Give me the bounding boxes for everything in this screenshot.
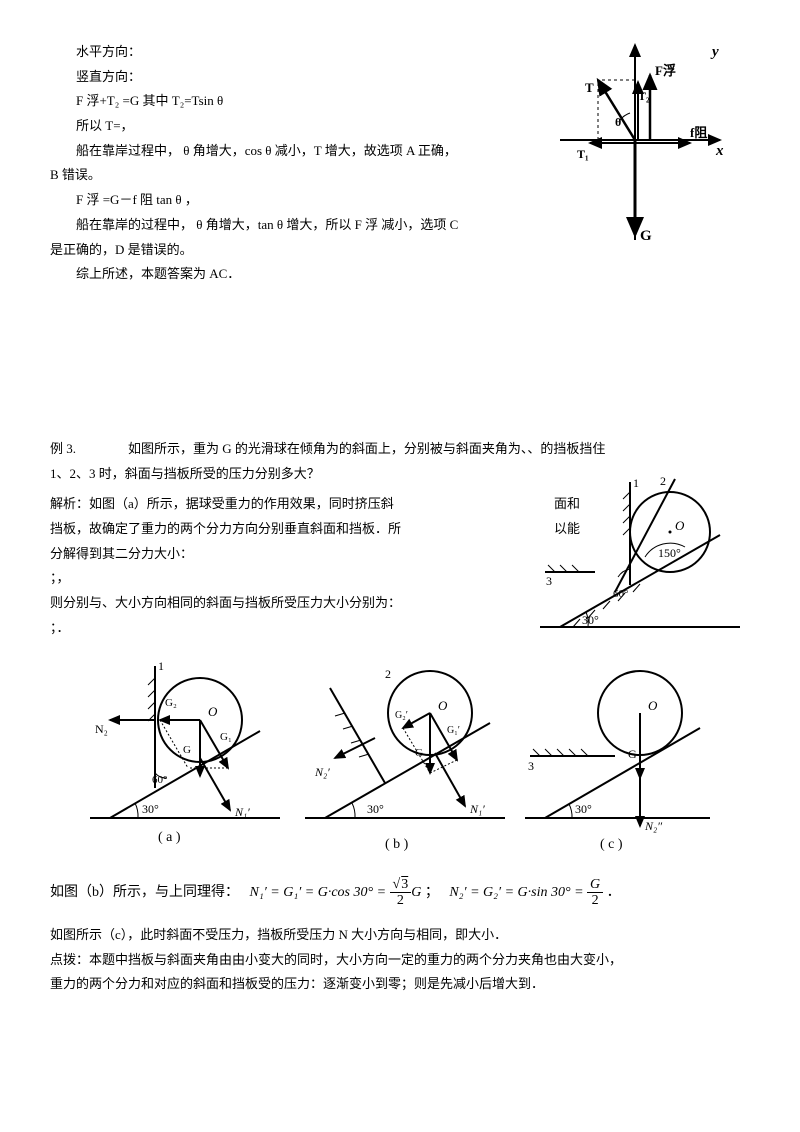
t2-label: T₂ [638,89,650,103]
eq-n2: N₂′ = G₂′ = G·sin 30° = G 2 [449,885,606,900]
line: 挡板，故确定了重力的两个分力方向分别垂直斜面和挡板．所 以能 [50,517,580,542]
board3-label: 3 [546,574,552,588]
line: F 浮+T₂ =G 其中 T₂=Tsin θ [50,89,580,114]
line: ；． [50,616,580,641]
board1-label: 1 [633,477,639,490]
lbl: N₂ [95,722,108,736]
figures-abc: 1 O G₂ G G₁ N₂ 60° 30° N₁′ ( a ) [50,658,750,867]
sep: ； [425,885,439,900]
o-label: O [675,518,685,533]
figure-problem-main: O 1 2 3 150° 60° 30° [540,477,740,651]
n1-lhs: N₁′ = G₁′ = G·cos 30° = [250,885,387,900]
den2: 2 [390,893,412,908]
cap: ( b ) [385,837,409,852]
figure-force-axes: y x F浮 T T₂ T₁ f阻 G θ [560,40,730,269]
ang150: 150° [658,546,681,560]
txt: 挡板，故确定了重力的两个分力方向分别垂直斜面和挡板．所 [50,521,401,536]
g-label: G [640,228,652,244]
eq-prefix: 如图（b）所示，与上同理得： [50,885,239,900]
line: 竖直方向： [50,65,580,90]
lbl: G₂ [165,697,177,709]
lbl: 1 [158,659,164,673]
lbl: G₁ [220,731,232,743]
g: G [411,885,421,900]
line: 则分别与、大小方向相同的斜面与挡板所受压力大小分别为： [50,591,580,616]
line: 所以 T=， [50,114,580,139]
board2-label: 2 [660,477,666,488]
axis-y-label: y [710,44,719,60]
lbl: O [438,698,448,713]
hint-2: 重力的两个分力和对应的斜面和挡板受的压力：逐渐变小到零；则是先减小后增大到． [50,972,750,997]
lbl: G [183,744,191,756]
lbl: 60° [152,774,167,786]
lbl: G₁′ [447,725,460,736]
gtop: G [590,877,600,892]
n2-lhs: N₂′ = G₂′ = G·sin 30° = [449,885,583,900]
analysis-text: 解析：如图（a）所示，据球受重力的作用效果，同时挤压斜 面和 挡板，故确定了重力… [50,492,580,640]
lbl: 30° [367,802,384,816]
lbl: N₁′ [469,802,485,816]
line: 是正确的，D 是错误的。 [50,238,580,263]
den2b: 2 [587,893,603,908]
hint-1: 点拨：本题中挡板与斜面夹角由由小变大的同时，大小方向一定的重力的两个分力夹角也由… [50,948,750,973]
eq-n1: N₁′ = G₁′ = G·cos 30° = √3 2 G [250,885,425,900]
t-label: T [585,80,594,95]
lbl: 2 [385,667,391,681]
line: F 浮 =G－f 阻 tan θ ， [50,188,580,213]
cap: ( a ) [158,830,181,845]
line: 解析：如图（a）所示，据球受重力的作用效果，同时挤压斜 面和 [50,492,580,517]
line: B 错误。 [50,163,580,188]
example-3-section: 例 3. 如图所示，重为 G 的光滑球在倾角为的斜面上，分别被与斜面夹角为、、的… [50,437,750,641]
txt: 解析：如图（a）所示，据球受重力的作用效果，同时挤压斜 [50,496,394,511]
lbl: G [628,747,637,761]
f-buoy-label: F浮 [655,63,676,78]
sqrt3: 3 [400,877,408,892]
line: ；， [50,566,580,591]
t1-label: T₁ [577,147,589,161]
lbl: 30° [142,802,159,816]
lbl: G₂′ [395,710,408,721]
line: 水平方向： [50,40,580,65]
equation-b: 如图（b）所示，与上同理得： N₁′ = G₁′ = G·cos 30° = √… [50,877,750,909]
lbl: N₂′ [314,765,330,779]
ang60: 60° [613,588,628,600]
axis-x-label: x [715,143,724,159]
theta-label: θ [615,115,621,129]
lbl: 30° [575,802,592,816]
fm-label: f阻 [690,125,707,140]
lbl: O [648,698,658,713]
line: 船在靠岸的过程中， θ 角增大，tan θ 增大，所以 F 浮 减小，选项 C [50,213,580,238]
line: 分解得到其二分力大小： [50,542,580,567]
lbl: 3 [528,759,534,773]
dot: ． [607,885,621,900]
lbl: N₂″ [644,819,663,833]
section1-text: 水平方向： 竖直方向： F 浮+T₂ =G 其中 T₂=Tsin θ 所以 T=… [50,40,580,287]
line: 综上所述，本题答案为 AC． [50,262,580,287]
lbl: N₁′ [234,805,250,819]
conclusion-c: 如图所示（c），此时斜面不受压力，挡板所受压力 N 大小方向与相同，即大小． [50,923,750,948]
line: 船在靠岸过程中， θ 角增大，cos θ 减小，T 增大，故选项 A 正确， [50,139,580,164]
lbl: G [415,747,423,759]
example-title: 例 3. 如图所示，重为 G 的光滑球在倾角为的斜面上，分别被与斜面夹角为、、的… [50,437,750,462]
cap: ( c ) [600,837,623,852]
solution-section-1: 水平方向： 竖直方向： F 浮+T₂ =G 其中 T₂=Tsin θ 所以 T=… [50,40,750,287]
ang30: 30° [582,613,599,627]
lbl: O [208,704,218,719]
